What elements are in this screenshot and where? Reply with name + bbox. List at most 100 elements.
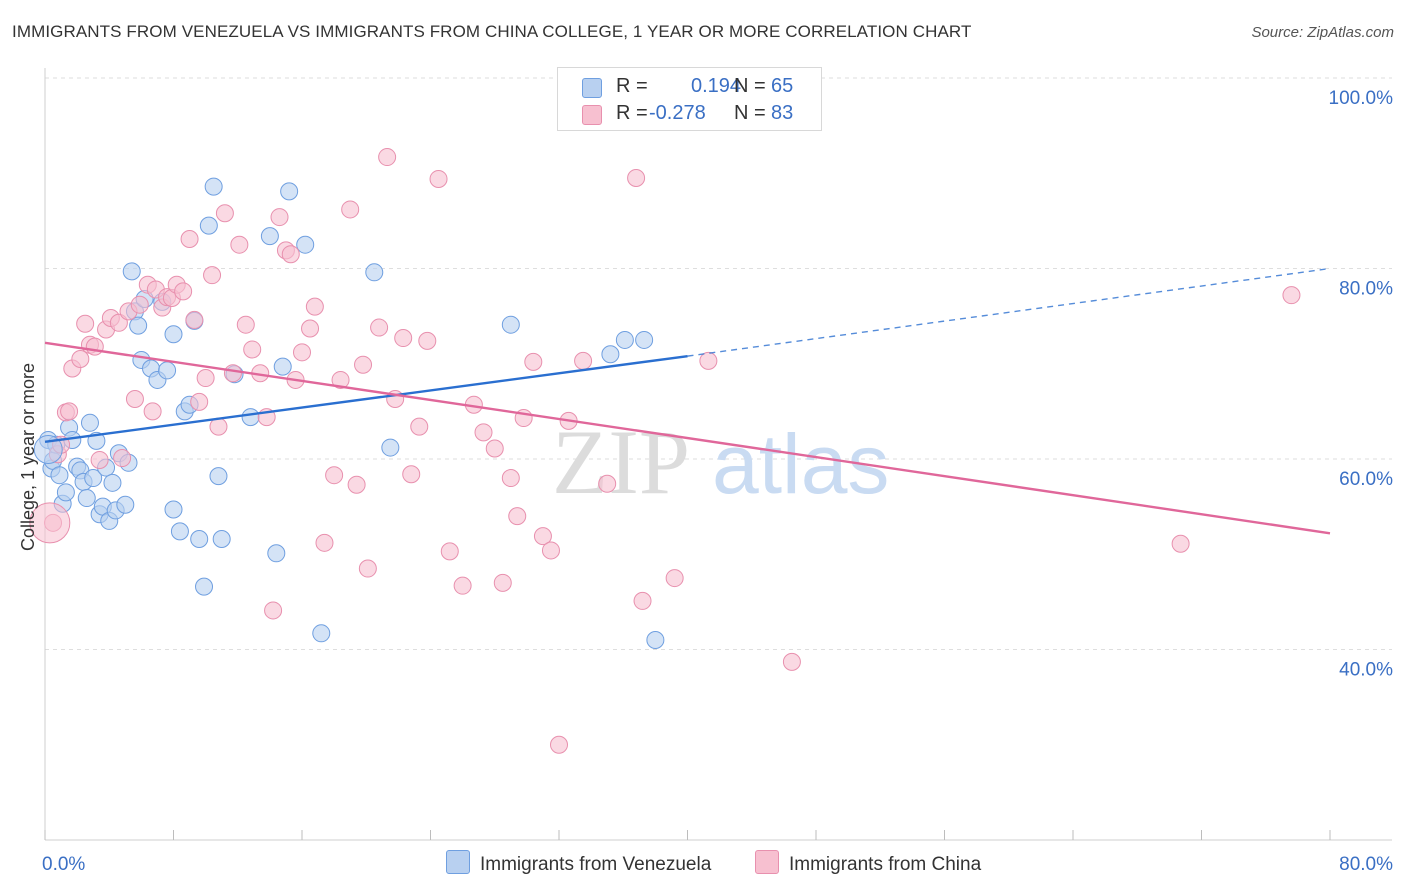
china-point-4 xyxy=(60,402,79,421)
venezuela-point-13 xyxy=(80,413,99,432)
tick-labels: 100.0% 80.0% 60.0% 40.0% 0.0% 80.0% xyxy=(42,88,1393,875)
china-point-46 xyxy=(305,297,324,316)
china-point-61 xyxy=(429,169,448,188)
china-point-78 xyxy=(627,169,646,188)
venezuela-point-56 xyxy=(501,315,520,334)
legend-item-venezuela: Immigrants from Venezuela xyxy=(446,850,711,876)
china-point-40 xyxy=(270,208,289,227)
china-point-9 xyxy=(85,337,104,356)
venezuela-point-41 xyxy=(195,577,214,596)
china-point-48 xyxy=(325,466,344,485)
y-tick-label-0: 100.0% xyxy=(1329,88,1394,109)
china-point-17 xyxy=(130,295,149,314)
china-point-36 xyxy=(243,340,262,359)
china-point-35 xyxy=(236,315,255,334)
venezuela-point-60 xyxy=(646,630,665,649)
venezuela-trend-extension xyxy=(687,267,1331,357)
y-tick-label-2: 60.0% xyxy=(1339,469,1393,490)
venezuela-point-14 xyxy=(84,469,103,488)
x-tick-label-0: 0.0% xyxy=(42,854,85,875)
venezuela-point-20 xyxy=(103,473,122,492)
china-point-52 xyxy=(354,355,373,374)
china-point-7 xyxy=(76,314,95,333)
legend-item-china: Immigrants from China xyxy=(755,850,981,876)
venezuela-point-51 xyxy=(280,182,299,201)
china-point-33 xyxy=(223,364,242,383)
venezuela-point-25 xyxy=(122,262,141,281)
venezuela-point-58 xyxy=(615,330,634,349)
venezuela-point-55 xyxy=(381,438,400,457)
china-point-29 xyxy=(196,369,215,388)
venezuela-point-34 xyxy=(164,325,183,344)
venezuela-point-4 xyxy=(50,466,69,485)
venezuela-trend-line xyxy=(44,354,688,444)
china-point-80 xyxy=(665,569,684,588)
y-tick-label-1: 80.0% xyxy=(1339,279,1393,300)
venezuela-point-54 xyxy=(365,263,384,282)
venezuela-point-27 xyxy=(129,316,148,335)
china-point-81 xyxy=(699,351,718,370)
china-point-57 xyxy=(394,329,413,348)
venezuela-swatch xyxy=(582,78,602,98)
china-point-55 xyxy=(378,148,397,167)
china-point-66 xyxy=(485,439,504,458)
venezuela-point-12 xyxy=(77,489,96,508)
venezuela-point-57 xyxy=(601,345,620,364)
china-point-54 xyxy=(370,318,389,337)
chart-title: IMMIGRANTS FROM VENEZUELA VS IMMIGRANTS … xyxy=(12,22,972,41)
venezuela-point-50 xyxy=(273,357,292,376)
china-point-42 xyxy=(281,245,300,264)
venezuela-point-48 xyxy=(260,227,279,246)
venezuela-cluster-point xyxy=(33,434,63,464)
china-point-26 xyxy=(180,229,199,248)
r-label: R = xyxy=(616,75,648,97)
source-label: Source: ZipAtlas.com xyxy=(1251,24,1394,41)
venezuela-point-44 xyxy=(209,467,228,486)
china-point-39 xyxy=(264,601,283,620)
china-point-51 xyxy=(347,475,366,494)
china-point-77 xyxy=(598,474,617,493)
venezuela-point-35 xyxy=(164,500,183,519)
china-point-28 xyxy=(190,392,209,411)
venezuela-point-49 xyxy=(267,544,286,563)
china-trend-line xyxy=(44,341,1331,535)
venezuela-legend-swatch xyxy=(446,850,470,874)
venezuela-point-33 xyxy=(158,361,177,380)
china-point-69 xyxy=(508,507,527,526)
china-point-45 xyxy=(301,319,320,338)
china-point-47 xyxy=(315,533,334,552)
venezuela-point-36 xyxy=(170,522,189,541)
china-swatch xyxy=(582,105,602,125)
y-axis-label: College, 1 year or more xyxy=(18,363,38,551)
china-point-58 xyxy=(402,465,421,484)
china-point-74 xyxy=(550,735,568,754)
venezuela-point-40 xyxy=(190,530,209,549)
china-point-82 xyxy=(782,652,801,671)
china-point-53 xyxy=(358,559,377,578)
china-point-60 xyxy=(418,331,437,350)
china-point-68 xyxy=(501,469,520,488)
venezuela-point-53 xyxy=(312,624,331,643)
china-point-44 xyxy=(293,343,311,362)
legend-row-venezuela: R = 0.194 N = 65 xyxy=(558,72,821,102)
china-point-16 xyxy=(125,389,144,408)
china-point-10 xyxy=(90,450,109,469)
venezuela-point-47 xyxy=(241,408,260,427)
china-point-50 xyxy=(341,200,360,219)
china-point-62 xyxy=(440,542,459,561)
china-point-67 xyxy=(493,573,512,592)
data-points xyxy=(29,148,1301,754)
x-tick-label-1: 80.0% xyxy=(1339,854,1393,875)
china-point-63 xyxy=(453,576,472,595)
legend-row-china: R = -0.278 N = 83 xyxy=(558,99,821,129)
venezuela-point-42 xyxy=(199,216,218,235)
n-label: N = xyxy=(734,102,766,124)
china-point-76 xyxy=(574,351,593,370)
grid-lines xyxy=(45,77,1392,650)
venezuela-point-59 xyxy=(635,330,654,349)
venezuela-legend-label: Immigrants from Venezuela xyxy=(480,854,712,875)
china-point-65 xyxy=(474,423,493,442)
china-point-79 xyxy=(633,591,652,610)
china-point-83 xyxy=(1171,534,1190,553)
